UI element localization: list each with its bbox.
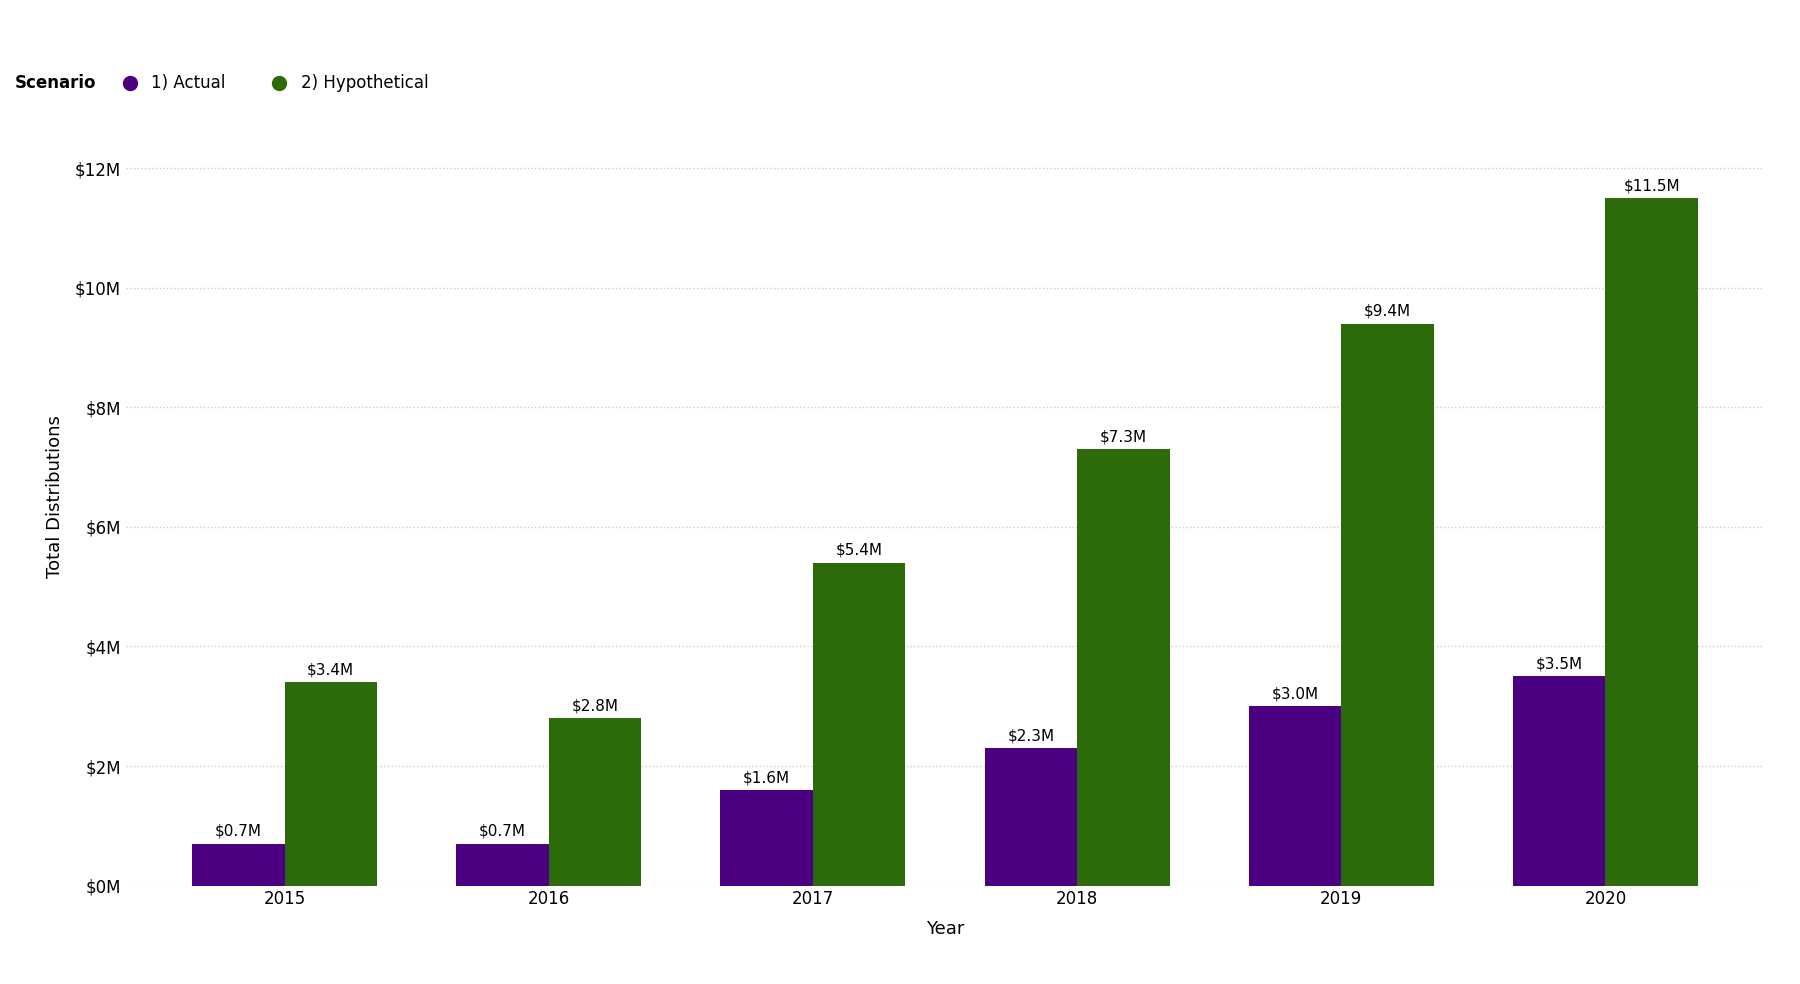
Text: $0.7M: $0.7M [479,824,526,839]
Text: $7.3M: $7.3M [1100,429,1147,445]
Text: $3.5M: $3.5M [1535,656,1582,671]
Bar [549,718,641,886]
Text: $2.3M: $2.3M [1008,728,1055,743]
Text: $5.4M: $5.4M [835,543,882,558]
Bar [1514,676,1606,886]
Text: 2) Hypothetical: 2) Hypothetical [301,74,428,92]
Text: $0.7M: $0.7M [214,824,261,839]
X-axis label: Year: Year [925,920,965,938]
Text: $9.4M: $9.4M [1364,304,1411,319]
Text: Scenario: Scenario [14,74,95,92]
Bar [1076,449,1170,886]
Bar [1341,324,1435,886]
Text: 1) Actual: 1) Actual [151,74,225,92]
Text: $2.8M: $2.8M [571,699,619,713]
Bar [1606,198,1697,886]
Bar [193,843,284,886]
Bar [455,843,549,886]
Bar [814,563,905,886]
Bar [985,748,1076,886]
Text: $11.5M: $11.5M [1624,178,1679,193]
Y-axis label: Total Distributions: Total Distributions [45,415,63,579]
Bar [284,682,376,886]
Text: $1.6M: $1.6M [743,770,790,785]
Bar [1249,707,1341,886]
Text: $3.0M: $3.0M [1271,687,1319,702]
Bar [720,790,814,886]
Text: $3.4M: $3.4M [308,662,355,678]
Text: Digital Media: Hypothetical Scenario vs. Actual Scenario by Year: Digital Media: Hypothetical Scenario vs.… [14,22,767,41]
